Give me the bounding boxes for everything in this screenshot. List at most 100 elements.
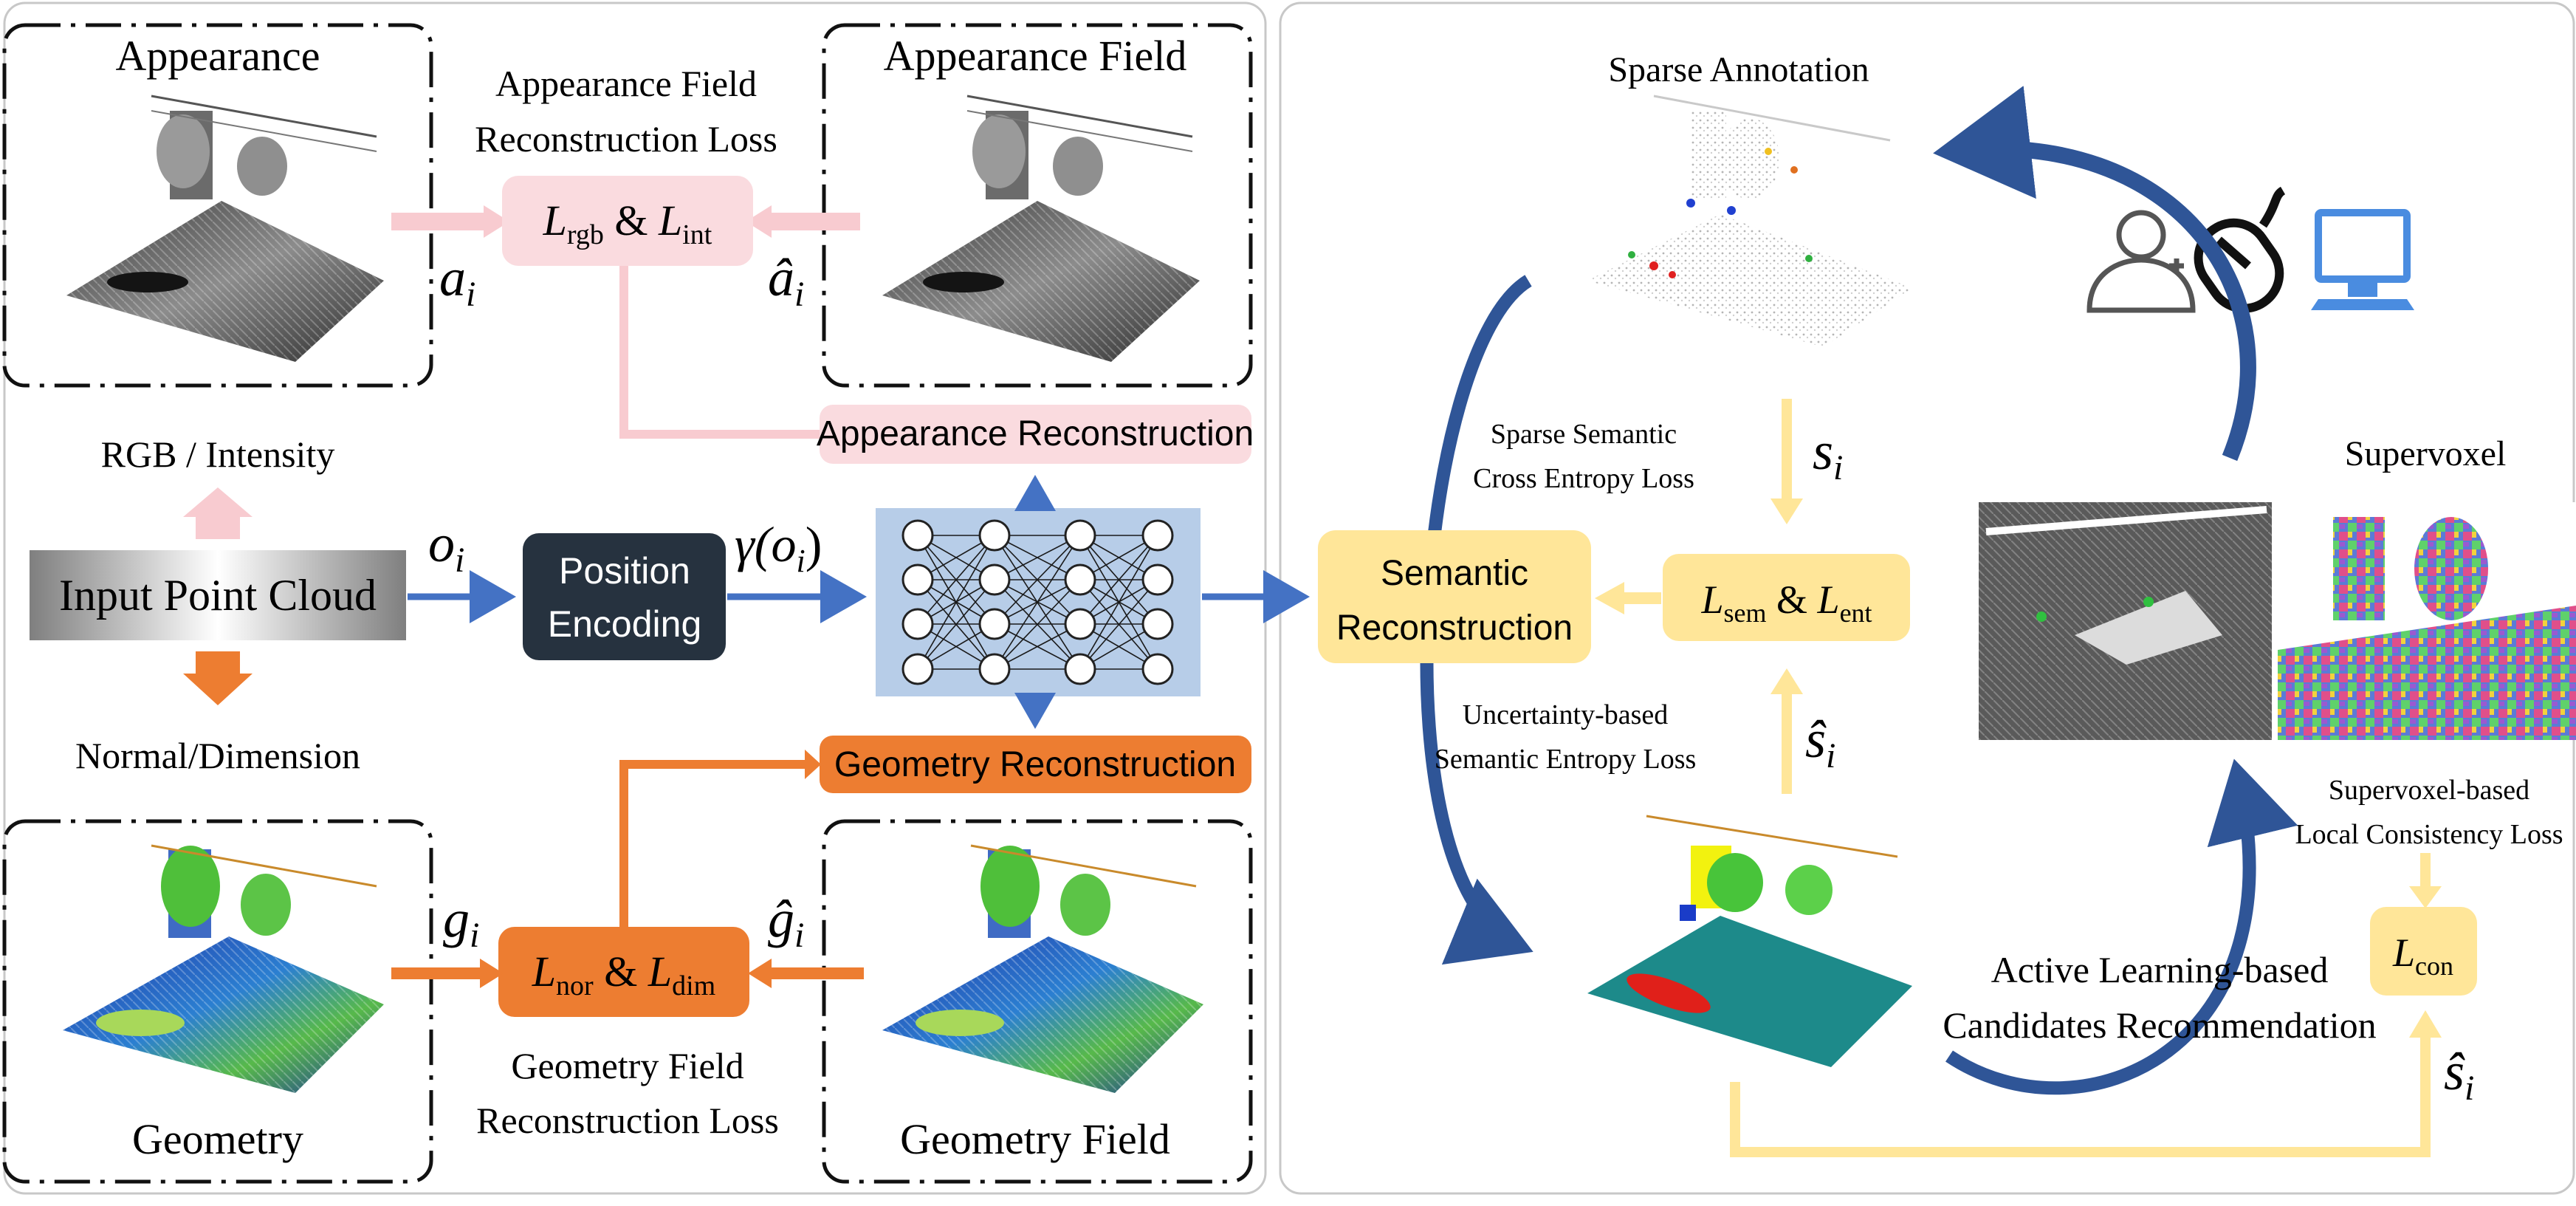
appearance-reconstruction-label: Appearance Reconstruction (817, 414, 1254, 453)
geometry-loss-title-line1: Geometry Field (511, 1045, 743, 1086)
active-learning-line2: Candidates Recommendation (1943, 1004, 2376, 1046)
network-node (901, 608, 934, 640)
geometry-point-cloud-image (63, 844, 384, 1093)
geometry-loss-connector (619, 760, 808, 927)
pink-up-arrow (183, 487, 253, 539)
s-hat-i-bottom-label: ŝi (2444, 1042, 2474, 1108)
network-edge (917, 535, 995, 670)
geometry-field-point-cloud-image (882, 844, 1203, 1093)
appearance-loss-box (502, 176, 753, 266)
supervoxel-title: Supervoxel (2345, 434, 2507, 473)
uncertainty-loss-line1: Uncertainty-based (1463, 699, 1669, 730)
semantic-loss-box (1663, 554, 1910, 641)
rgb-intensity-label: RGB / Intensity (101, 434, 335, 475)
bottom-yellow-loop (1730, 1034, 2431, 1157)
supervoxel-zoom-image (1979, 502, 2272, 740)
gamma-o-i-label: γ(oi) (735, 516, 822, 579)
appearance-loss-title-line1: Appearance Field (495, 63, 757, 104)
geometry-loss-title-line2: Reconstruction Loss (476, 1100, 779, 1141)
network-edge (994, 535, 1081, 580)
input-point-cloud-label: Input Point Cloud (59, 571, 377, 620)
semantic-reconstruction-box (1318, 530, 1591, 663)
network-edge (994, 579, 1081, 670)
consistency-loss-formula: Lcon (2392, 931, 2453, 981)
normal-dimension-label: Normal/Dimension (75, 735, 360, 776)
network-edge (917, 579, 995, 670)
network-edge (1079, 535, 1158, 625)
uncertainty-loss-line2: Semantic Entropy Loss (1435, 744, 1697, 775)
geometry-loss-formula: Lnor & Ldim (532, 948, 715, 1001)
network-node (1064, 608, 1096, 640)
network-node (901, 563, 934, 596)
mouse-icon (2194, 186, 2286, 313)
arrow-s-hat-i-head (1770, 668, 1803, 694)
user-add-icon (2086, 210, 2196, 313)
network-node (978, 653, 1011, 685)
network-node (978, 519, 1011, 552)
arrow-ghat-head (748, 959, 772, 988)
appearance-field-box (822, 23, 1253, 388)
supervoxel-loss-line1: Supervoxel-based (2329, 775, 2529, 806)
s-i-label: si (1813, 422, 1843, 487)
appearance-loss-title-line2: Reconstruction Loss (475, 118, 777, 160)
supervoxel-colored-image (2278, 502, 2576, 740)
neural-network-mlp (876, 508, 1201, 696)
supervoxel-loss-line2: Local Consistency Loss (2295, 819, 2563, 850)
orange-down-arrow (183, 651, 253, 705)
g-hat-i-label: ĝi (768, 889, 804, 955)
sparse-loss-line1: Sparse Semantic (1491, 419, 1677, 450)
appearance-field-point-cloud-image (882, 95, 1200, 362)
arrow-ahat-head (746, 205, 772, 238)
appearance-point-cloud-image (66, 95, 384, 362)
geometry-connector-head (805, 750, 821, 779)
curve-arrow-to-sparse-annotation (1933, 86, 2256, 462)
geometry-reconstruction-box (820, 736, 1251, 793)
position-encoding-line1: Position (559, 550, 690, 592)
semantic-segmentation-point-cloud-image (1587, 815, 1912, 1067)
network-edge (994, 535, 1081, 625)
network-edge (994, 623, 1081, 670)
appearance-field-title: Appearance Field (884, 32, 1187, 80)
semantic-reconstruction-line1: Semantic (1381, 554, 1528, 593)
network-edge (917, 535, 995, 625)
network-node (978, 563, 1011, 596)
semantic-loss-formula: Lsem & Lent (1700, 578, 1872, 628)
network-node (901, 519, 934, 552)
g-i-label: gi (443, 889, 479, 955)
active-learning-line1: Active Learning-based (1991, 949, 2329, 990)
appearance-reconstruction-box (820, 405, 1251, 464)
semantic-reconstruction-line2: Reconstruction (1336, 609, 1573, 648)
arrow-g-head (480, 959, 504, 988)
s-hat-i-label: ŝi (1805, 710, 1835, 775)
curve-arrow-active-learning (1945, 758, 2298, 1095)
network-node (1141, 519, 1174, 552)
network-node (1064, 563, 1096, 596)
a-hat-i-label: âi (768, 248, 804, 314)
appearance-box (2, 23, 433, 388)
network-node (1141, 653, 1174, 685)
network-node (901, 653, 934, 685)
geometry-field-box (822, 819, 1253, 1184)
geometry-field-title: Geometry Field (900, 1115, 1170, 1163)
network-node (1064, 653, 1096, 685)
arrow-supervoxel-head (2409, 886, 2442, 908)
bottom-loop-head (2409, 1010, 2442, 1038)
consistency-loss-box (2370, 907, 2477, 996)
network-node (1141, 563, 1174, 596)
arrow-semloss-head (1595, 582, 1624, 614)
computer-icon (2311, 209, 2414, 310)
network-edge (994, 535, 1081, 670)
arrow-a-head (484, 205, 509, 238)
position-encoding-box (523, 533, 726, 660)
geometry-title: Geometry (132, 1115, 303, 1163)
position-encoding-line2: Encoding (548, 603, 702, 645)
network-edge (1079, 535, 1158, 670)
sparse-annotation-title: Sparse Annotation (1608, 50, 1869, 89)
input-point-cloud-box (30, 550, 406, 640)
appearance-loss-connector (619, 266, 820, 439)
appearance-title: Appearance (116, 32, 320, 80)
network-edge (1079, 579, 1158, 670)
appearance-loss-formula: Lrgb & Lint (543, 196, 712, 250)
